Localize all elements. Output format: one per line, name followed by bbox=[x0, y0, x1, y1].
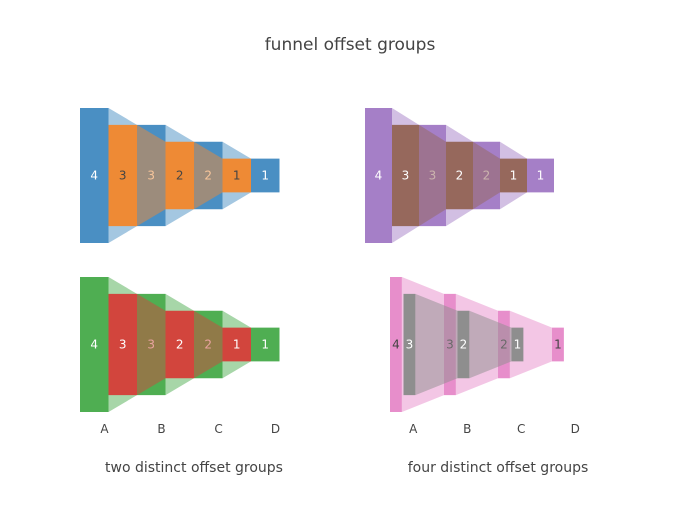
x-tick-label: C bbox=[517, 422, 525, 436]
funnel-bar bbox=[457, 310, 470, 379]
funnel-bar bbox=[80, 108, 109, 243]
funnel-bar-value: 2 bbox=[456, 169, 464, 183]
funnel-bar bbox=[251, 327, 280, 362]
funnel-bar-value: 3 bbox=[402, 169, 410, 183]
x-tick-label: A bbox=[409, 422, 418, 436]
funnel-bar bbox=[165, 310, 194, 379]
series-trace-7: 3 2 1 bbox=[403, 293, 524, 396]
funnel-connector bbox=[415, 293, 458, 396]
funnel-bar bbox=[390, 277, 402, 412]
funnel-connector bbox=[419, 124, 446, 227]
x-axis-title: four distinct offset groups bbox=[408, 460, 589, 476]
funnel-bar bbox=[552, 327, 564, 362]
funnel-connector bbox=[137, 293, 166, 396]
series-trace-5: 3 2 1 bbox=[392, 124, 527, 227]
funnel-bar bbox=[511, 327, 524, 362]
x-tick-label: D bbox=[271, 422, 280, 436]
funnel-bar-value: 4 bbox=[375, 169, 383, 183]
funnel-bar-value: 1 bbox=[554, 338, 562, 352]
funnel-bar bbox=[500, 158, 527, 193]
funnel-connector bbox=[473, 141, 500, 210]
funnel-bar-value: 4 bbox=[392, 338, 400, 352]
funnel-bar-value: 4 bbox=[90, 338, 98, 352]
funnel-bar bbox=[108, 124, 137, 227]
funnel-bar-value: 3 bbox=[119, 169, 127, 183]
funnel-bar bbox=[165, 141, 194, 210]
funnel-panel-top-right: 4321321 bbox=[365, 108, 554, 243]
funnel-bar bbox=[80, 277, 109, 412]
funnel-bar bbox=[222, 158, 251, 193]
funnel-bar-value: 3 bbox=[119, 338, 127, 352]
funnel-bar-value: 2 bbox=[176, 169, 184, 183]
x-tick-label: D bbox=[571, 422, 580, 436]
funnel-bar bbox=[446, 141, 473, 210]
funnel-connector bbox=[137, 124, 166, 227]
funnel-bar-value: 1 bbox=[233, 338, 241, 352]
chart-title: funnel offset groups bbox=[265, 35, 436, 55]
funnel-bar-value: 2 bbox=[460, 338, 468, 352]
funnel-bar bbox=[392, 124, 419, 227]
funnel-bar-value: 1 bbox=[261, 338, 269, 352]
funnel-bar-value: 1 bbox=[261, 169, 269, 183]
series-trace-1: 3 2 1 bbox=[108, 124, 251, 227]
funnel-bar-value: 1 bbox=[233, 169, 241, 183]
funnel-panel-bottom-right: 4321321ABCDfour distinct offset groups bbox=[390, 277, 588, 476]
funnel-bar bbox=[403, 293, 416, 396]
funnel-bar bbox=[251, 158, 280, 193]
x-tick-label: C bbox=[214, 422, 222, 436]
funnel-bar bbox=[365, 108, 392, 243]
x-tick-label: B bbox=[463, 422, 471, 436]
funnel-bar-value: 1 bbox=[514, 338, 522, 352]
funnel-connector bbox=[194, 141, 223, 210]
funnel-connector bbox=[469, 310, 512, 379]
funnel-bar bbox=[108, 293, 137, 396]
funnel-panel-bottom-left: 4321321ABCDtwo distinct offset groups bbox=[80, 277, 283, 476]
funnel-bar bbox=[222, 327, 251, 362]
x-axis-title: two distinct offset groups bbox=[105, 460, 283, 476]
series-trace-3: 3 2 1 bbox=[108, 293, 251, 396]
funnel-bar-value: 1 bbox=[537, 169, 545, 183]
funnel-bar-value: 1 bbox=[510, 169, 518, 183]
funnel-bar-value: 2 bbox=[176, 338, 184, 352]
funnel-panel-top-left: 4321321 bbox=[80, 108, 280, 243]
funnel-bar bbox=[527, 158, 554, 193]
funnel-connector bbox=[194, 310, 223, 379]
funnel-bar-value: 4 bbox=[90, 169, 98, 183]
x-tick-label: A bbox=[100, 422, 109, 436]
x-tick-label: B bbox=[157, 422, 165, 436]
funnel-bar-value: 3 bbox=[406, 338, 414, 352]
